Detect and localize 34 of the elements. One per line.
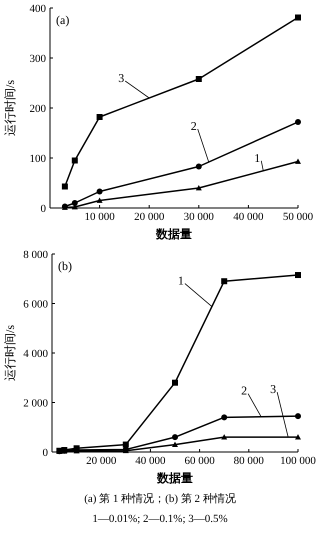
y-tick-label: 200 <box>30 103 46 115</box>
y-tick-label: 400 <box>30 3 46 15</box>
x-tick-label: 10 000 <box>84 211 116 223</box>
x-tick-label: 80 000 <box>234 455 264 467</box>
y-tick-label: 4 000 <box>23 348 48 360</box>
chart-title: (a) <box>56 13 70 27</box>
y-tick-label: 0 <box>42 447 48 459</box>
series-label: 3 <box>118 71 124 85</box>
x-tick-label: 20 000 <box>134 211 165 223</box>
text: 3 <box>270 382 276 396</box>
series-label: 2 <box>241 384 248 398</box>
chart-title: (b) <box>58 259 72 273</box>
y-tick-label: 8 000 <box>23 249 48 261</box>
x-axis-title: 数据量 <box>156 471 193 485</box>
x-tick-label: 40 000 <box>135 455 166 467</box>
x-tick-label: 50 000 <box>282 211 314 223</box>
x-tick-label: 100 000 <box>280 455 316 467</box>
x-axis-title: 数据量 <box>155 227 192 241</box>
legend-label: 1 <box>254 150 260 165</box>
text: 1 <box>178 274 184 288</box>
y-tick-label: 300 <box>30 53 46 65</box>
y-tick-label: 0 <box>40 203 46 215</box>
text: (a) 第 1 种情况；(b) 第 2 种情况 <box>84 492 236 505</box>
y-tick-label: 2 000 <box>23 398 48 410</box>
x-tick-label: 30 000 <box>184 211 214 223</box>
text: 2 <box>190 119 197 134</box>
y-tick-label: 6 000 <box>23 298 48 310</box>
x-tick-label: 40 000 <box>233 211 264 223</box>
x-tick-label: 20 000 <box>86 455 117 467</box>
y-tick-label: 100 <box>30 153 46 165</box>
x-tick-label: 60 000 <box>184 455 216 467</box>
y-axis-title: 运行时间/s <box>3 80 17 136</box>
y-axis-title: 运行时间/s <box>3 324 17 382</box>
text: 1—0.01%; 2—0.1%; 3—0.5% <box>92 513 228 525</box>
